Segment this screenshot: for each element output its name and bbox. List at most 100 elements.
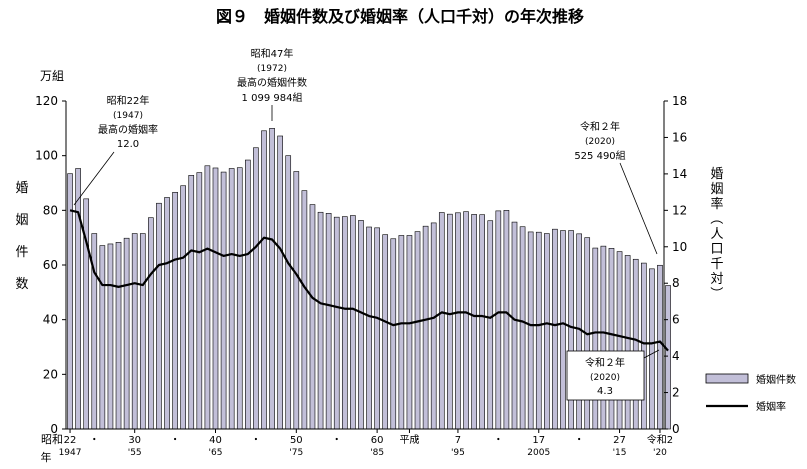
- x-dot-1970: [254, 437, 258, 441]
- bar-2019: [649, 268, 655, 430]
- x-dot-1980: [335, 437, 338, 441]
- bar-1980: [333, 216, 340, 430]
- left-tick-40: 40: [43, 313, 58, 327]
- left-tick-120: 120: [35, 94, 58, 108]
- left-tick-0: 0: [50, 422, 58, 436]
- bar-1956: [139, 233, 146, 430]
- bar-1990: [414, 231, 421, 430]
- x-tick-2015: 27: [613, 435, 626, 446]
- bar-2015: [616, 251, 623, 430]
- bar-2000: [495, 210, 502, 430]
- bar-1965: [212, 167, 219, 430]
- left-tick-60: 60: [43, 258, 58, 272]
- right-tick-6: 6: [672, 313, 680, 327]
- svg-text:昭和22年: 昭和22年: [107, 94, 150, 107]
- bar-1991: [422, 225, 429, 430]
- bar-1993: [438, 212, 445, 430]
- x-year-label: 年: [41, 450, 52, 464]
- right-axis-char-5: 口: [710, 242, 723, 257]
- bar-1997: [471, 214, 477, 430]
- bar-1947: [67, 173, 73, 430]
- x-dot-1960: [173, 437, 177, 441]
- legend-bar-swatch: [705, 373, 749, 384]
- x-era-label: 昭和: [41, 433, 63, 446]
- x-dot-1950: [93, 437, 96, 441]
- x-tick-sub-1965: '65: [209, 448, 223, 458]
- bar-1964: [204, 165, 211, 430]
- bar-1999: [487, 220, 494, 430]
- right-tick-12: 12: [672, 203, 687, 217]
- x-tick-1985: 60: [371, 435, 384, 446]
- bar-2006: [544, 233, 550, 430]
- svg-text:(1947): (1947): [113, 111, 143, 121]
- bar-1972: [269, 128, 275, 430]
- x-dot-2000: [497, 437, 500, 441]
- right-axis-char-1: 姻: [710, 182, 723, 197]
- right-tick-16: 16: [672, 130, 687, 144]
- bar-1953: [115, 242, 122, 430]
- bar-2005: [535, 231, 542, 430]
- svg-text:令和２年: 令和２年: [580, 120, 620, 133]
- left-tick-80: 80: [43, 203, 58, 217]
- annotation-2020-count: 令和２年 (2020) 525 490組: [574, 120, 658, 255]
- x-tick-sub-1985: '85: [370, 448, 384, 458]
- bar-1954: [123, 237, 130, 430]
- left-axis-ticks: 0 20 40 60 80 100 120: [35, 94, 66, 436]
- bar-1996: [463, 211, 469, 430]
- bar-1961: [180, 185, 186, 430]
- bar-1979: [325, 213, 332, 430]
- left-axis-char-0: 婚: [15, 181, 28, 196]
- bar-1986: [382, 234, 389, 430]
- right-tick-10: 10: [672, 240, 687, 254]
- svg-text:525 490組: 525 490組: [574, 149, 625, 162]
- bar-1948: [75, 168, 81, 430]
- x-tick-sub-2015: '15: [613, 448, 627, 458]
- bar-1977: [309, 204, 316, 430]
- right-axis-char-0: 婚: [710, 167, 723, 182]
- bar-1955: [131, 233, 138, 430]
- x-tick-1995: 7: [455, 435, 461, 446]
- left-axis-label: 婚姻件数: [15, 181, 28, 292]
- x-tick-2020: 令和2: [647, 433, 673, 446]
- bar-2020: [657, 264, 663, 430]
- svg-text:1 099 984組: 1 099 984組: [242, 91, 303, 104]
- bar-1967: [228, 168, 235, 430]
- annotation-1972-count: 昭和47年 (1972) 最高の婚姻件数 1 099 984組: [237, 47, 307, 121]
- annotation-2020-rate: 令和２年 (2020) 4.3: [566, 349, 660, 401]
- right-axis-char-7: 対: [710, 272, 723, 287]
- bar-2004: [527, 231, 534, 430]
- bar-1988: [398, 235, 405, 430]
- svg-text:最高の婚姻件数: 最高の婚姻件数: [237, 76, 307, 89]
- bar-1974: [285, 155, 292, 430]
- right-tick-14: 14: [672, 167, 687, 181]
- bar-2002: [511, 221, 518, 430]
- bar-1984: [366, 226, 372, 430]
- svg-text:(1972): (1972): [257, 64, 287, 74]
- right-tick-4: 4: [672, 349, 680, 363]
- right-axis-char-8: ）: [708, 286, 723, 299]
- svg-text:令和２年: 令和２年: [585, 356, 625, 369]
- bar-2012: [592, 247, 599, 430]
- bar-2001: [503, 210, 510, 430]
- right-tick-18: 18: [672, 94, 687, 108]
- x-tick-1975: 50: [290, 435, 303, 446]
- x-tick-sub-2005: 2005: [527, 448, 550, 458]
- bar-2014: [608, 248, 615, 430]
- bar-1963: [196, 172, 203, 430]
- x-tick-1965: 40: [209, 435, 222, 446]
- x-tick-2005: 17: [532, 435, 545, 446]
- x-dot-2010: [578, 437, 581, 441]
- x-dot-1990: [416, 437, 419, 441]
- chart-title: 図９ 婚姻件数及び婚姻率（人口千対）の年次推移: [216, 7, 584, 26]
- bar-1975: [293, 171, 300, 430]
- bar-2003: [519, 226, 526, 430]
- line-series: [69, 209, 669, 352]
- x-tick-sub-1995: '95: [451, 448, 465, 458]
- left-axis-char-1: 姻: [15, 213, 28, 228]
- bar-1985: [374, 227, 380, 430]
- right-axis-char-2: 率: [710, 196, 723, 212]
- x-tick-1989: 平成: [399, 434, 419, 446]
- legend-bar-label: 婚姻件数: [756, 373, 796, 386]
- bar-1951: [99, 245, 106, 430]
- bar-1978: [317, 211, 324, 430]
